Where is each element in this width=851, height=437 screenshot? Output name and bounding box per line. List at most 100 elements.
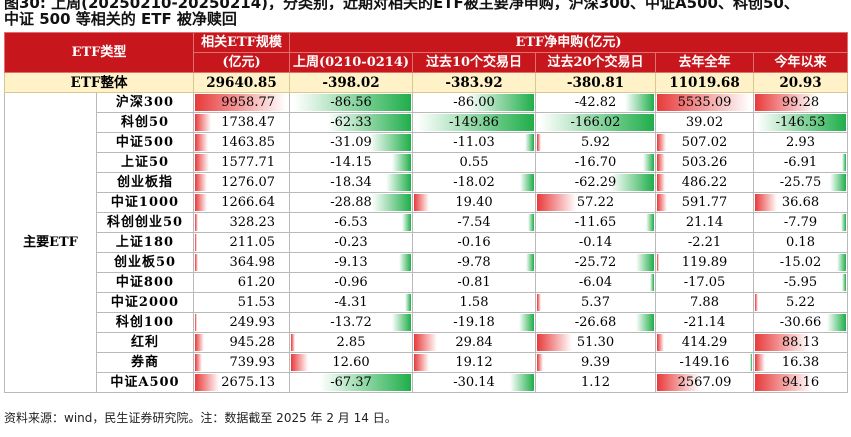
value-cell: 1266.64 bbox=[193, 192, 290, 213]
table-row: 红利 945.28 2.85 29.84 51.30 414.29 88.13 bbox=[5, 332, 849, 353]
value-text: -2.21 bbox=[687, 234, 722, 250]
value-text: -149.16 bbox=[679, 354, 730, 370]
data-bar bbox=[611, 174, 654, 191]
value-text: 12.60 bbox=[332, 354, 370, 370]
etf-name: 中证2000 bbox=[96, 292, 194, 313]
value-cell: 5.92 bbox=[535, 132, 656, 153]
value-cell: -21.14 bbox=[655, 312, 754, 333]
value-cell: -30.14 bbox=[412, 372, 536, 393]
data-bar bbox=[402, 214, 411, 231]
value-cell: 0.55 bbox=[412, 152, 536, 173]
total-cell: 20.93 bbox=[752, 72, 849, 93]
value-cell: -0.14 bbox=[535, 232, 656, 253]
value-cell: -4.31 bbox=[289, 292, 413, 313]
value-cell: 507.02 bbox=[655, 132, 754, 153]
data-bar bbox=[195, 334, 204, 351]
value-text: -9.78 bbox=[457, 254, 491, 270]
data-bar bbox=[398, 254, 411, 271]
data-bar bbox=[642, 154, 654, 171]
table-row: 中证2000 51.53 -4.31 1.58 5.37 7.88 5.22 bbox=[5, 292, 849, 313]
etf-name: 中证1000 bbox=[96, 192, 194, 213]
value-cell: -6.91 bbox=[752, 152, 849, 173]
value-cell: 119.89 bbox=[655, 252, 754, 273]
data-bar bbox=[836, 254, 847, 271]
header-col-lastyear: 去年全年 bbox=[655, 52, 754, 73]
header-size: 相关ETF规模 bbox=[193, 32, 290, 53]
table-caption: 图30: 上周(20250210-20250214)，分类别，近期对相关的ETF… bbox=[4, 0, 850, 28]
value-text: -13.72 bbox=[330, 314, 372, 330]
header-col-lastweek: 上周(0210-0214) bbox=[289, 52, 413, 73]
data-bar bbox=[537, 134, 542, 151]
value-text: -18.02 bbox=[453, 174, 495, 190]
value-cell: 19.40 bbox=[412, 192, 536, 213]
data-bar bbox=[649, 274, 654, 291]
data-bar bbox=[195, 114, 211, 131]
etf-name: 科创100 bbox=[96, 312, 194, 333]
value-cell: -9.78 bbox=[412, 252, 536, 273]
table-row: 中证500 1463.85 -31.09 -11.03 5.92 507.02 2.93 bbox=[5, 132, 849, 153]
data-bar bbox=[526, 254, 534, 271]
value-cell: -42.82 bbox=[535, 92, 656, 113]
table-row: 主要ETF 沪深300 9958.77 -86.56 -86.00 -42.82 5535.… bbox=[4, 92, 849, 393]
data-bar bbox=[291, 354, 309, 371]
value-text: -11.65 bbox=[574, 214, 617, 230]
value-text: -31.09 bbox=[330, 134, 372, 150]
value-cell: -17.05 bbox=[655, 272, 754, 293]
data-bar bbox=[636, 254, 654, 271]
data-bar bbox=[195, 254, 199, 271]
value-text: -25.72 bbox=[574, 254, 617, 270]
table-row: 上证50 1577.71 -14.15 0.55 -16.70 503.26 -6.91 bbox=[5, 152, 849, 173]
value-text: -4.31 bbox=[334, 294, 368, 310]
value-cell: -18.34 bbox=[289, 172, 413, 193]
value-text: -9.13 bbox=[334, 254, 368, 270]
value-cell: 1463.85 bbox=[193, 132, 290, 153]
value-cell: 39.02 bbox=[655, 112, 754, 133]
value-text: 88.13 bbox=[781, 334, 820, 350]
value-cell: 2.85 bbox=[289, 332, 413, 353]
value-text: -0.96 bbox=[334, 274, 368, 290]
data-bar bbox=[368, 134, 411, 151]
value-cell: -30.66 bbox=[752, 312, 849, 333]
value-cell: -11.03 bbox=[412, 132, 536, 153]
value-text: -149.86 bbox=[449, 114, 499, 130]
value-text: 0.55 bbox=[459, 154, 489, 170]
value-cell: 249.93 bbox=[193, 312, 290, 333]
data-bar bbox=[291, 334, 295, 351]
value-cell: 1.12 bbox=[535, 372, 656, 393]
total-row: ETF整体 29640.85 -398.02 -383.92 -380.81 1… bbox=[4, 72, 849, 93]
value-text: 1577.71 bbox=[221, 154, 275, 170]
data-bar bbox=[195, 94, 287, 111]
value-text: -6.91 bbox=[783, 154, 818, 170]
value-text: 5.22 bbox=[786, 294, 815, 310]
table-row: 上证180 211.05 -0.23 -0.16 -0.14 -2.21 0.18 bbox=[5, 232, 849, 253]
value-cell: 1577.71 bbox=[193, 152, 290, 173]
data-bar bbox=[755, 294, 759, 311]
data-bar bbox=[539, 114, 654, 131]
value-cell: 739.93 bbox=[193, 352, 290, 373]
value-cell: 1276.07 bbox=[193, 172, 290, 193]
value-cell: 57.22 bbox=[535, 192, 656, 213]
total-label: ETF整体 bbox=[4, 72, 194, 93]
value-cell: -0.16 bbox=[412, 232, 536, 253]
value-text: 29.84 bbox=[455, 334, 493, 350]
value-cell: 9958.77 bbox=[193, 92, 290, 113]
data-bar bbox=[405, 294, 411, 311]
table-row: 中证1000 1266.64 -28.88 19.40 57.22 591.77 36.68 bbox=[5, 192, 849, 213]
data-bar bbox=[525, 134, 534, 151]
value-cell: 2675.13 bbox=[193, 372, 290, 393]
value-cell: 88.13 bbox=[752, 332, 849, 353]
value-text: -7.54 bbox=[457, 214, 491, 230]
data-bar bbox=[195, 314, 198, 331]
value-cell: 21.14 bbox=[655, 212, 754, 233]
etf-name: 中证A500 bbox=[96, 372, 194, 393]
value-cell: -7.79 bbox=[752, 212, 849, 233]
value-text: 39.02 bbox=[685, 114, 724, 130]
data-bar bbox=[391, 154, 411, 171]
table-row: 创业板指 1276.07 -18.34 -18.02 -62.29 486.22 -25.7… bbox=[5, 172, 849, 193]
total-cell: -398.02 bbox=[289, 72, 413, 93]
table-row: 券商 739.93 12.60 19.12 9.39 -149.16 16.38 bbox=[5, 352, 849, 373]
value-cell: 51.53 bbox=[193, 292, 290, 313]
value-text: -16.70 bbox=[574, 154, 617, 170]
data-bar bbox=[537, 334, 573, 351]
data-bar bbox=[830, 174, 847, 191]
